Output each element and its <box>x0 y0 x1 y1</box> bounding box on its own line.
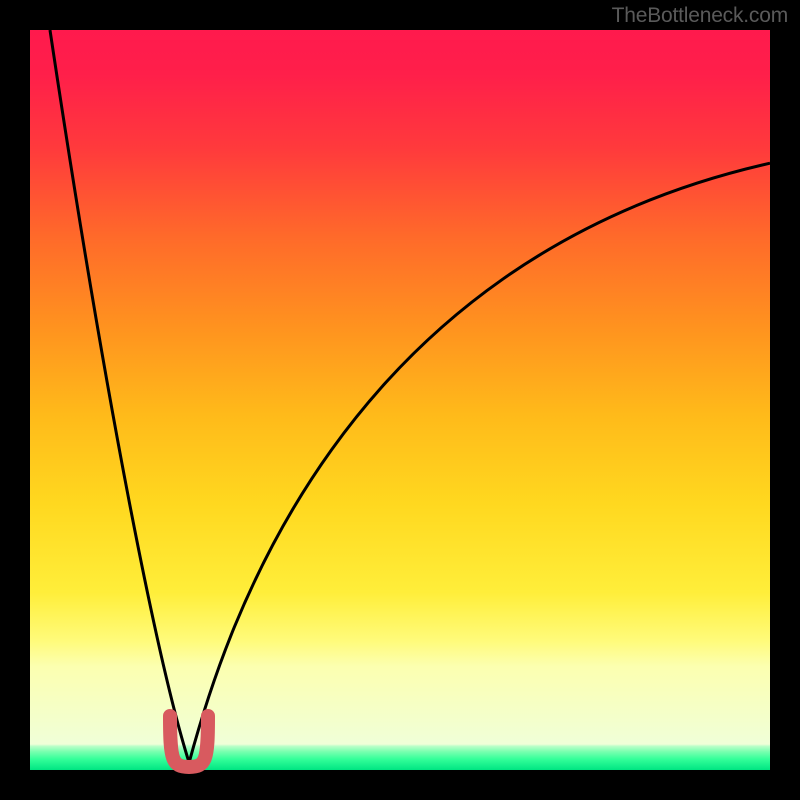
bottleneck-chart: TheBottleneck.com <box>0 0 800 800</box>
watermark-text: TheBottleneck.com <box>612 4 788 28</box>
chart-svg <box>0 0 800 800</box>
plot-background <box>30 30 770 770</box>
